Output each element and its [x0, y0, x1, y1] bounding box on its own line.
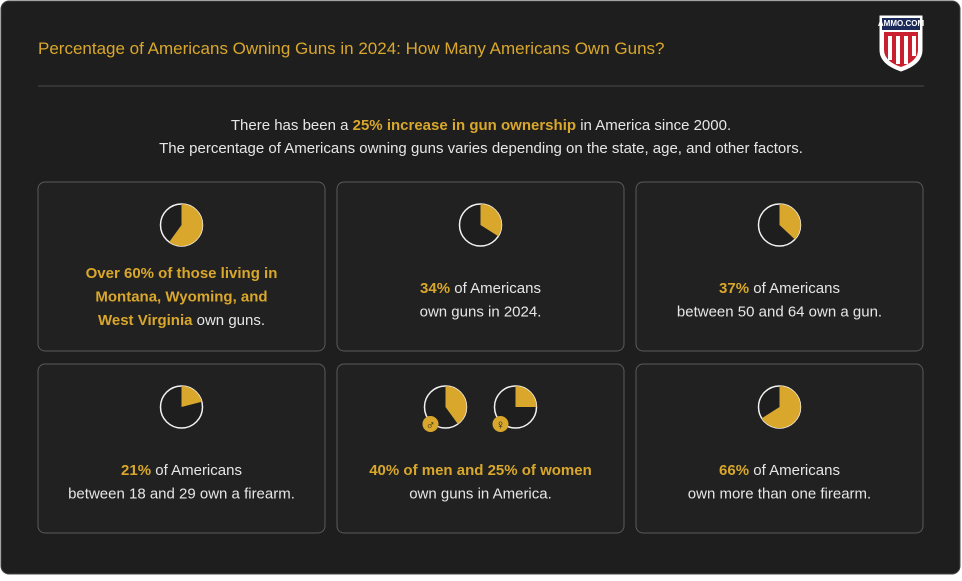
text-line: own more than one firearm.: [688, 486, 871, 503]
card: 66% of Americans own more than one firear…: [635, 363, 924, 534]
text-line: Over 60% of those living in: [86, 265, 278, 282]
pie-slice: [181, 386, 202, 407]
gender-symbol: ♀: [496, 417, 506, 432]
logo: AMMO.COM: [878, 15, 925, 72]
highlight-text: 25% increase in gun ownership: [353, 117, 576, 134]
card-frame: [37, 363, 326, 534]
highlight-text: Over 60% of those living in: [86, 265, 278, 282]
text-line: 34% of Americans: [420, 280, 541, 297]
body-text: in America since 2000.: [576, 117, 731, 134]
intro: There has been a 25% increase in gun own…: [159, 117, 803, 157]
text-line: Montana, Wyoming, and: [95, 289, 267, 306]
card-frame: [635, 181, 924, 352]
text-line: There has been a 25% increase in gun own…: [231, 117, 731, 134]
symbol-badge: [492, 416, 509, 432]
text-line: 66% of Americans: [719, 462, 840, 479]
symbol-badge: [422, 416, 439, 432]
pie-slice: [779, 204, 801, 240]
card: 21% of Americans between 18 and 29 own a …: [37, 363, 326, 534]
gender-symbol: ♂: [426, 417, 436, 432]
body-text: The percentage of Americans owning guns …: [159, 140, 803, 157]
title: Percentage of Americans Owning Guns in 2…: [38, 39, 664, 58]
pie-slice: [515, 386, 537, 407]
card: Over 60% of those living in Montana, Wyom…: [37, 181, 326, 352]
card: 34% of Americans own guns in 2024.: [336, 181, 625, 352]
cards: Over 60% of those living in Montana, Wyom…: [37, 181, 924, 534]
body-text: There has been a: [231, 117, 353, 134]
card: ♂ ♀ 40% of men and 25% of women own guns in…: [336, 363, 625, 534]
text-line: own guns in 2024.: [420, 304, 542, 321]
body-text: between 50 and 64 own a gun.: [677, 304, 882, 321]
body-text: own guns in 2024.: [420, 304, 542, 321]
body-text: between 18 and 29 own a firearm.: [68, 486, 295, 503]
text-line: West Virginia own guns.: [98, 312, 265, 329]
text-line: 40% of men and 25% of women: [369, 462, 592, 479]
highlight-text: Montana, Wyoming, and: [95, 289, 267, 306]
body-text: of Americans: [151, 462, 242, 479]
logo-text: AMMO.COM: [878, 19, 925, 28]
body-text: of Americans: [749, 462, 840, 479]
card-frame: [336, 363, 625, 534]
body-text: own guns in America.: [409, 486, 552, 503]
pie-slice: [761, 386, 801, 428]
pie-slice: [169, 204, 203, 246]
highlight-text: 40% of men and 25% of women: [369, 462, 592, 479]
highlight-text: 37%: [719, 280, 749, 297]
text-line: between 18 and 29 own a firearm.: [68, 486, 295, 503]
card: 37% of Americans between 50 and 64 own a …: [635, 181, 924, 352]
pie-slice: [445, 386, 467, 424]
text-line: The percentage of Americans owning guns …: [159, 140, 803, 157]
card-frame: [37, 181, 326, 352]
pie-slice: [480, 204, 502, 237]
text-line: own guns in America.: [409, 486, 552, 503]
card-frame: [336, 181, 625, 352]
text-line: 37% of Americans: [719, 280, 840, 297]
highlight-text: 21%: [121, 462, 151, 479]
highlight-text: 66%: [719, 462, 749, 479]
card-frame: [635, 363, 924, 534]
body-text: of Americans: [749, 280, 840, 297]
highlight-text: 34%: [420, 280, 450, 297]
body-text: own more than one firearm.: [688, 486, 871, 503]
text-line: 21% of Americans: [121, 462, 242, 479]
highlight-text: West Virginia: [98, 312, 193, 329]
body-text: own guns.: [192, 312, 265, 329]
text-line: between 50 and 64 own a gun.: [677, 304, 882, 321]
body-text: of Americans: [450, 280, 541, 297]
